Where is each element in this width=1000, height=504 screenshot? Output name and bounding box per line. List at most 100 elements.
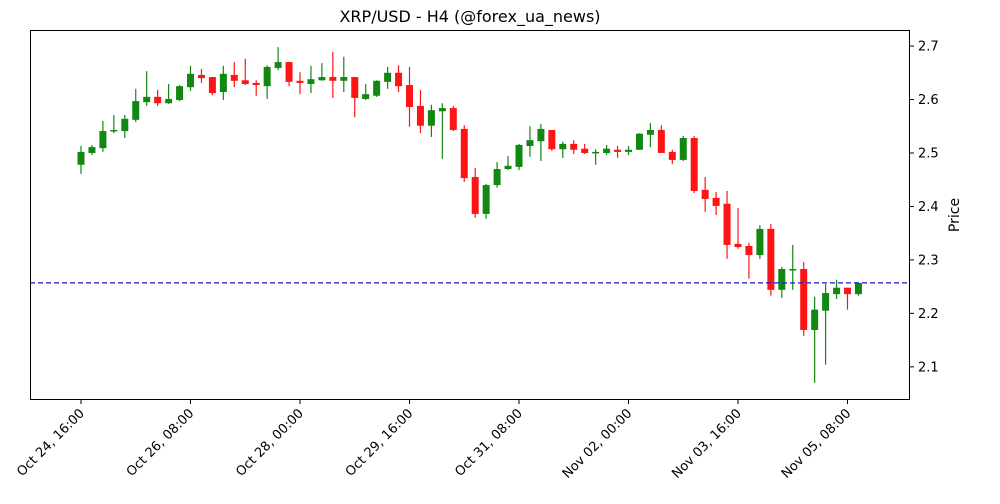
y-tick-label: 2.6 (918, 93, 939, 108)
candle-body (614, 149, 622, 152)
candle (548, 129, 556, 151)
candle (625, 146, 632, 156)
candle (154, 89, 162, 106)
candle-body (844, 287, 851, 295)
y-tick-label: 2.1 (918, 360, 939, 375)
candle (340, 56, 348, 93)
y-tick-label: 2.3 (918, 253, 939, 268)
candle (165, 84, 173, 104)
candle (559, 141, 567, 158)
candle-body (646, 129, 654, 135)
candle-body (734, 243, 742, 248)
candle-body (110, 129, 118, 132)
candle-body (351, 77, 359, 98)
candle (614, 146, 622, 158)
candle (778, 266, 786, 298)
candle-body (756, 228, 764, 256)
candle-body (384, 72, 392, 82)
candle-body (460, 128, 468, 179)
candle (646, 123, 654, 148)
candle-body (406, 85, 413, 107)
candle-body (208, 77, 216, 94)
candle (668, 149, 676, 165)
candle-body (537, 128, 545, 142)
candle (296, 72, 304, 95)
candle-body (241, 80, 249, 85)
candle-body (219, 73, 227, 93)
candle-body (603, 148, 611, 153)
candle-body (800, 269, 808, 330)
candle (318, 63, 326, 81)
candle-body (679, 138, 687, 160)
candle-body (811, 309, 819, 330)
candle-body (176, 86, 184, 101)
candle-body (252, 82, 260, 86)
candle-body (745, 246, 753, 256)
x-tick-label: Oct 26, 08:00 (124, 406, 197, 479)
candle-body (132, 101, 140, 120)
candles-group (77, 47, 862, 383)
candle-body (187, 73, 194, 88)
candle (756, 225, 764, 259)
candle (274, 47, 282, 71)
plot-frame (30, 30, 910, 400)
candle (351, 77, 359, 118)
candle (285, 62, 293, 87)
candle (187, 65, 194, 91)
y-tick-label: 2.7 (918, 40, 939, 55)
candle (679, 135, 687, 161)
candle (449, 105, 457, 132)
candle-body (197, 74, 205, 79)
candle (121, 115, 129, 139)
candle (504, 156, 512, 171)
candle-body (723, 203, 731, 245)
candle-body (625, 149, 632, 152)
candle (570, 140, 578, 155)
candle-body (482, 185, 490, 214)
y-tick-label: 2.5 (918, 146, 939, 161)
candle (416, 89, 424, 134)
candle (493, 162, 501, 188)
candle-body (121, 118, 129, 132)
candle-body (701, 189, 709, 199)
candle-body (592, 151, 600, 154)
candle-body (296, 80, 304, 83)
candle (197, 69, 205, 83)
candle-body (526, 140, 534, 147)
candle-body (493, 169, 501, 186)
candle (833, 279, 841, 299)
chart-title: XRP/USD - H4 (@forex_ua_news) (339, 7, 600, 27)
candle-body (143, 96, 151, 103)
x-tick-label: Nov 03, 16:00 (669, 406, 745, 482)
candle (77, 146, 85, 174)
y-axis-label: Price (947, 198, 963, 232)
candle (362, 84, 370, 101)
x-tick-label: Oct 24, 16:00 (14, 406, 87, 479)
candle (745, 242, 753, 279)
candle (373, 80, 381, 97)
candle (515, 143, 523, 171)
candle-body (570, 143, 578, 150)
candle (427, 104, 435, 137)
candle-body (581, 148, 589, 153)
candle (132, 88, 140, 122)
candle-body (778, 269, 786, 290)
candle-body (712, 197, 720, 206)
candle-body (362, 94, 370, 99)
candle-body (635, 133, 643, 150)
candle-body (165, 98, 173, 104)
candle (208, 77, 216, 96)
candle (482, 183, 490, 219)
candle-body (559, 143, 567, 150)
candle-body (427, 110, 435, 126)
candle (767, 224, 775, 296)
candle (241, 58, 249, 86)
candle (526, 126, 534, 157)
candle-body (318, 77, 326, 81)
x-axis: Oct 24, 16:00 Oct 26, 08:00 Oct 28, 00:00 O… (14, 400, 854, 482)
candle-body (340, 77, 348, 81)
candle-body (329, 77, 337, 81)
candle-body (274, 62, 282, 68)
candle (734, 208, 742, 249)
